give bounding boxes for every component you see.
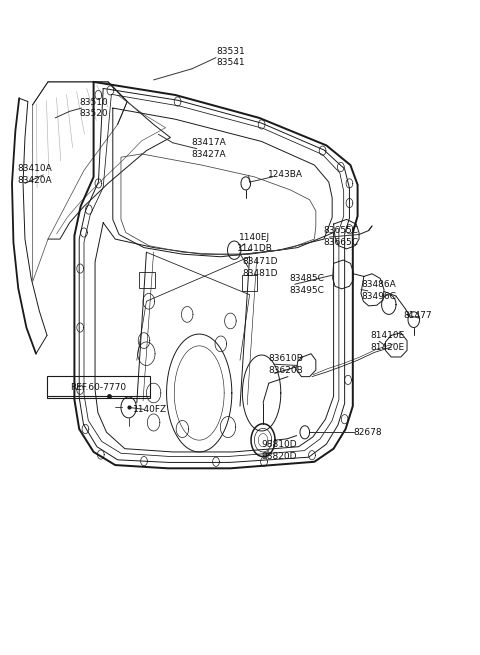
Text: 83495C: 83495C bbox=[290, 286, 324, 295]
Text: 83520: 83520 bbox=[79, 109, 108, 119]
Text: 83417A: 83417A bbox=[192, 138, 226, 147]
Text: 83665C: 83665C bbox=[324, 238, 358, 247]
Text: 83471D: 83471D bbox=[242, 257, 278, 266]
Text: 83420A: 83420A bbox=[18, 176, 52, 185]
Text: 83620B: 83620B bbox=[268, 365, 303, 375]
Bar bbox=[139, 272, 155, 288]
Text: 1243BA: 1243BA bbox=[268, 170, 303, 179]
Text: 1141DB: 1141DB bbox=[237, 244, 272, 253]
Text: 83510: 83510 bbox=[79, 98, 108, 107]
Text: 83410A: 83410A bbox=[18, 164, 52, 174]
Text: 81420E: 81420E bbox=[371, 343, 405, 352]
Text: 83531: 83531 bbox=[216, 47, 245, 56]
Text: 83481D: 83481D bbox=[242, 269, 278, 278]
Text: 1140FZ: 1140FZ bbox=[132, 405, 167, 414]
Text: 83496C: 83496C bbox=[362, 292, 396, 301]
Text: 83541: 83541 bbox=[216, 58, 245, 67]
Text: 81477: 81477 bbox=[403, 310, 432, 320]
Text: 1140EJ: 1140EJ bbox=[239, 233, 270, 242]
FancyBboxPatch shape bbox=[47, 376, 150, 398]
Text: 83486A: 83486A bbox=[362, 280, 396, 290]
Text: 98820D: 98820D bbox=[262, 452, 297, 461]
Text: REF.60-7770: REF.60-7770 bbox=[71, 383, 126, 392]
Text: 83485C: 83485C bbox=[290, 274, 324, 283]
Text: 82678: 82678 bbox=[353, 428, 382, 437]
Text: 83610B: 83610B bbox=[268, 354, 303, 363]
Text: 81410E: 81410E bbox=[371, 331, 405, 340]
Text: 83655C: 83655C bbox=[324, 226, 358, 235]
Text: 98810D: 98810D bbox=[262, 440, 297, 449]
Text: 83427A: 83427A bbox=[192, 150, 226, 159]
Bar bbox=[242, 275, 257, 291]
